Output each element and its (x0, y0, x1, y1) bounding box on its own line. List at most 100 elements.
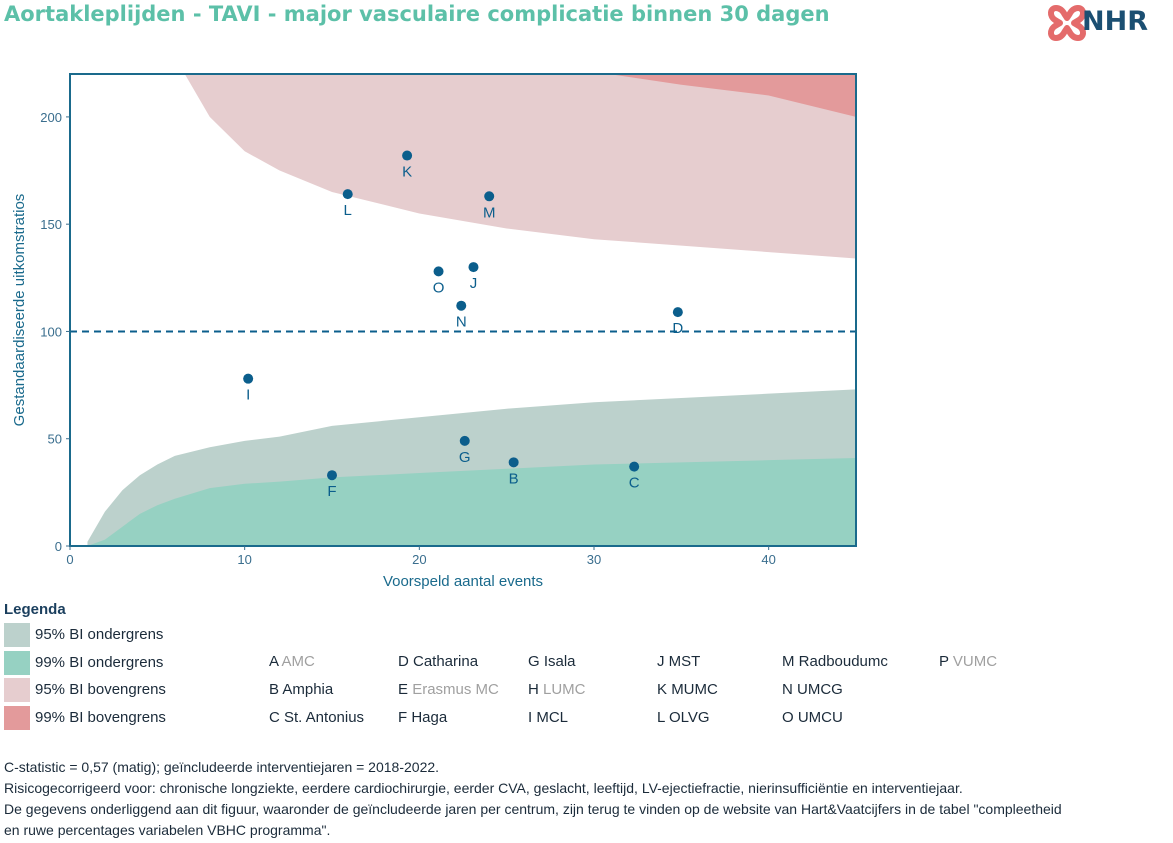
center-code: I (528, 709, 537, 726)
center-f: F Haga (398, 709, 447, 726)
center-code: D (398, 653, 413, 670)
legend-label: 99% BI ondergrens (35, 653, 164, 671)
center-o: O UMCU (782, 709, 843, 726)
data-point-f (327, 470, 337, 481)
data-point-d (672, 307, 683, 318)
center-name: OLVG (668, 709, 710, 726)
nhr-cross-icon (1048, 5, 1086, 41)
x-tick-label: 10 (237, 552, 251, 567)
upper-95-band (184, 74, 856, 259)
center-name: UMCG (797, 681, 843, 698)
center-h: H LUMC (528, 681, 586, 698)
data-label-f: F (327, 483, 336, 500)
data-point-c (629, 461, 640, 472)
data-point-b (508, 457, 519, 468)
x-tick-label: 40 (761, 552, 775, 567)
center-code: P (939, 653, 953, 670)
center-b: B Amphia (269, 681, 333, 698)
legend-label: 95% BI bovengrens (35, 681, 166, 698)
data-point-l (342, 189, 353, 200)
center-code: B (269, 681, 283, 698)
data-label-m: M (483, 204, 496, 221)
y-tick-label: 100 (40, 324, 62, 339)
center-code: H (528, 681, 543, 698)
data-label-d: D (672, 320, 683, 337)
center-g: G Isala (528, 653, 576, 670)
legend-label: 95% BI ondergrens (35, 626, 164, 643)
data-label-k: K (402, 164, 412, 181)
center-k: K MUMC (657, 681, 718, 698)
center-code: A (269, 653, 282, 670)
plot-frame (69, 73, 857, 547)
center-code: M (782, 653, 799, 670)
data-point-j (468, 262, 479, 273)
center-m: M Radboudumc (782, 653, 888, 670)
data-label-c: C (629, 475, 640, 492)
data-label-o: O (433, 279, 445, 296)
y-tick-label: 150 (40, 217, 62, 232)
center-j: J MST (657, 653, 700, 670)
center-name: Catharina (413, 653, 479, 670)
x-tick-label: 0 (66, 552, 73, 567)
scatter-chart: 0 10 20 30 40 0 50 100 150 200 Voorspeld aantal ev… (11, 73, 857, 590)
legend-swatch (4, 650, 30, 675)
upper-99-band (608, 74, 856, 117)
center-name: MCL (536, 709, 569, 726)
data-label-n: N (456, 314, 467, 331)
x-tick-label: 30 (587, 552, 601, 567)
center-name: St. Antonius (284, 709, 365, 726)
legend-swatch (4, 678, 30, 702)
center-l: L OLVG (657, 709, 710, 726)
center-name: Isala (543, 653, 576, 670)
center-c: C St. Antonius (269, 709, 364, 726)
legend-swatch (4, 705, 30, 730)
x-axis-label: Voorspeld aantal events (383, 573, 543, 590)
footnotes: C-statistic = 0,57 (matig); geïncludeerd… (4, 757, 1172, 841)
x-tick-label: 20 (412, 552, 426, 567)
data-point-k (402, 150, 413, 161)
center-name: Erasmus MC (412, 681, 499, 698)
center-name: VUMC (952, 653, 998, 670)
center-code: G (528, 653, 544, 670)
data-label-i: I (246, 387, 250, 404)
center-name: Haga (411, 709, 448, 726)
data-label-l: L (344, 202, 352, 219)
plot-area (70, 74, 856, 546)
data-point-o (433, 266, 444, 277)
center-name: MST (668, 653, 701, 670)
chart-title: Aortakleplijden - TAVI - major vasculair… (4, 2, 830, 26)
center-code: K (657, 681, 672, 698)
data-point-m (484, 191, 495, 202)
data-label-g: G (459, 449, 471, 466)
legend-label: 99% BI bovengrens (35, 708, 166, 726)
data-point-i (243, 373, 254, 384)
data-point-g (459, 435, 470, 446)
center-code: N (782, 681, 797, 698)
center-code: C (269, 709, 284, 726)
center-code: J (657, 653, 669, 670)
center-e: E Erasmus MC (398, 681, 499, 698)
center-n: N UMCG (782, 681, 843, 698)
data-point-n (456, 300, 467, 311)
center-code: F (398, 709, 412, 726)
center-name: Amphia (282, 681, 334, 698)
y-tick-label: 50 (48, 432, 62, 447)
center-code: O (782, 709, 798, 726)
logo-text: NHR (1082, 6, 1148, 37)
y-tick-label: 0 (55, 539, 62, 554)
center-name: MUMC (671, 681, 718, 698)
note-risk-adjustment: Risicogecorrigeerd voor: chronische long… (4, 780, 963, 796)
center-name: AMC (281, 653, 315, 670)
note-data-source: De gegevens onderliggend aan dit figuur,… (4, 801, 1062, 817)
center-name: UMCU (797, 709, 843, 726)
center-a: A AMC (269, 653, 315, 670)
note-c-statistic: C-statistic = 0,57 (matig); geïncludeerd… (4, 759, 440, 775)
center-name: Radboudumc (798, 653, 888, 670)
center-i: I MCL (528, 709, 568, 726)
data-label-j: J (470, 275, 478, 292)
y-axis-label: Gestandaardiseerde uitkomstratios (11, 194, 28, 427)
center-code: L (657, 709, 669, 726)
legend-swatch (4, 623, 30, 647)
note-data-source-cont: en ruwe percentages variabelen VBHC prog… (4, 822, 331, 838)
y-tick-label: 200 (40, 110, 62, 125)
